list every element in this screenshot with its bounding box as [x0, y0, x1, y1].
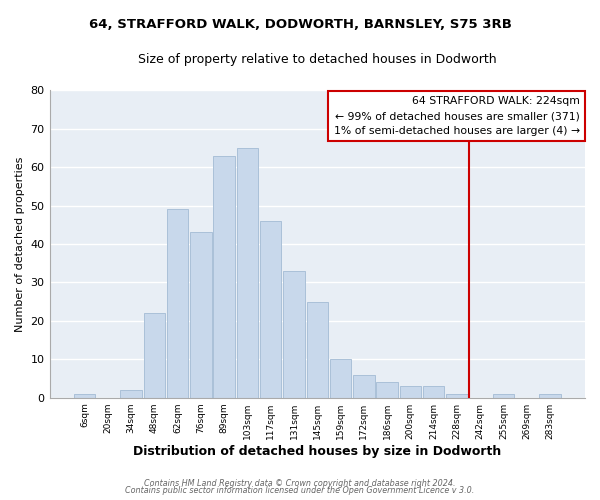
Bar [446, 394, 467, 398]
Bar [423, 386, 445, 398]
Text: 64, STRAFFORD WALK, DODWORTH, BARNSLEY, S75 3RB: 64, STRAFFORD WALK, DODWORTH, BARNSLEY, … [89, 18, 511, 30]
Bar [307, 302, 328, 398]
Bar [376, 382, 398, 398]
Title: Size of property relative to detached houses in Dodworth: Size of property relative to detached ho… [138, 52, 497, 66]
Bar [190, 232, 212, 398]
Bar [237, 148, 258, 398]
Bar [330, 360, 351, 398]
Text: 64 STRAFFORD WALK: 224sqm
← 99% of detached houses are smaller (371)
1% of semi-: 64 STRAFFORD WALK: 224sqm ← 99% of detac… [334, 96, 580, 136]
Bar [121, 390, 142, 398]
Bar [539, 394, 560, 398]
Bar [74, 394, 95, 398]
X-axis label: Distribution of detached houses by size in Dodworth: Distribution of detached houses by size … [133, 444, 502, 458]
Bar [353, 374, 374, 398]
Bar [493, 394, 514, 398]
Bar [283, 271, 305, 398]
Y-axis label: Number of detached properties: Number of detached properties [15, 156, 25, 332]
Bar [260, 221, 281, 398]
Bar [143, 313, 165, 398]
Bar [400, 386, 421, 398]
Bar [214, 156, 235, 398]
Bar [167, 210, 188, 398]
Text: Contains public sector information licensed under the Open Government Licence v : Contains public sector information licen… [125, 486, 475, 495]
Text: Contains HM Land Registry data © Crown copyright and database right 2024.: Contains HM Land Registry data © Crown c… [144, 478, 456, 488]
